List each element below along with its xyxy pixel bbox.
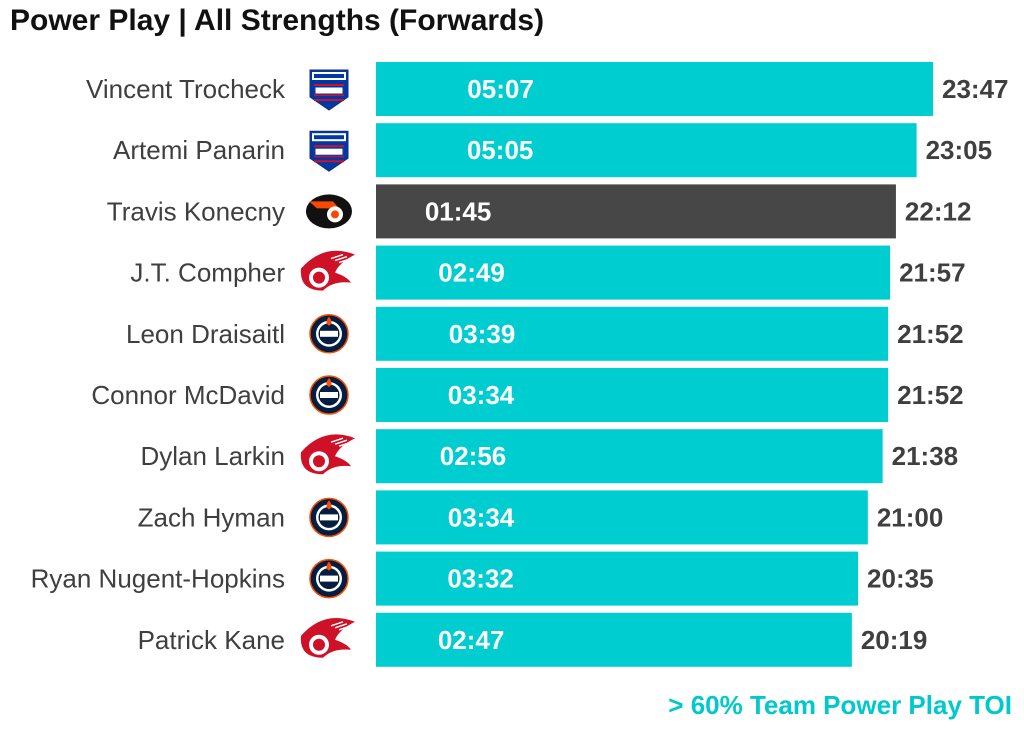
total-toi-label: 21:52 [897,380,964,410]
player-name-label: Vincent Trocheck [86,74,286,104]
flyers-logo-icon [306,194,352,229]
toi-bar [376,551,859,606]
bar-row: Zach Hyman 03:34 21:00 [138,490,944,545]
player-name-label: Leon Draisaitl [126,319,285,349]
chart-title: Power Play | All Strengths (Forwards) [10,4,545,37]
pp-toi-label: 02:49 [438,258,505,288]
rangers-logo-icon [309,130,349,172]
bar-row: Artemi Panarin 05:05 23:05 [113,123,993,178]
bar-row: Ryan Nugent-Hopkins 03:32 20:35 [31,551,934,606]
total-toi-label: 23:47 [942,74,1009,104]
total-toi-label: 20:19 [861,625,928,655]
bar-row: Travis Konecny 01:45 22:12 [107,184,972,239]
oilers-logo-icon [309,375,349,415]
player-name-label: Travis Konecny [107,196,285,226]
player-name-label: Artemi Panarin [113,135,285,165]
toi-bar [376,306,889,361]
red-wings-logo-icon [300,250,356,291]
total-toi-label: 21:38 [892,441,959,471]
total-toi-label: 21:57 [899,258,966,288]
bar-row: Vincent Trocheck 05:07 23:47 [86,62,1009,116]
oilers-logo-icon [309,314,349,354]
player-name-label: Dylan Larkin [140,441,285,471]
oilers-logo-icon [309,497,349,538]
rangers-logo-icon [309,69,349,111]
legend-note: > 60% Team Power Play TOI [668,690,1012,720]
toi-bar [376,612,852,667]
total-toi-label: 21:52 [897,319,964,349]
bar-row: Dylan Larkin 02:56 21:38 [140,429,959,484]
toi-bar [376,184,896,239]
red-wings-logo-icon [300,434,356,475]
total-toi-label: 20:35 [867,564,934,594]
total-toi-label: 23:05 [926,135,993,165]
pp-toi-label: 03:34 [448,502,515,532]
pp-toi-label: 02:47 [438,625,505,655]
toi-bar [376,429,883,484]
player-name-label: Connor McDavid [91,380,285,410]
pp-toi-label: 02:56 [440,441,507,471]
player-name-label: Zach Hyman [138,502,285,532]
player-name-label: Patrick Kane [138,625,285,655]
bar-row: Patrick Kane 02:47 20:19 [138,612,928,667]
oilers-logo-icon [309,558,349,599]
red-wings-logo-icon [300,618,356,658]
toi-bar [376,123,917,178]
bar-row: Leon Draisaitl 03:39 21:52 [126,306,964,361]
toi-bar [376,62,933,116]
pp-toi-label: 03:34 [448,380,515,410]
player-name-label: J.T. Compher [130,258,285,288]
total-toi-label: 22:12 [905,196,972,226]
toi-bar [376,368,889,422]
total-toi-label: 21:00 [877,502,944,532]
pp-toi-label: 03:39 [449,319,516,349]
toi-bar [376,490,868,545]
pp-toi-label: 01:45 [425,196,492,226]
bar-row: Connor McDavid 03:34 21:52 [91,368,964,422]
bar-row: J.T. Compher 02:49 21:57 [130,245,966,300]
pp-toi-label: 05:07 [467,74,534,104]
pp-toi-label: 05:05 [467,135,534,165]
pp-toi-label: 03:32 [447,564,514,594]
toi-bar [376,245,891,300]
player-name-label: Ryan Nugent-Hopkins [31,564,285,594]
